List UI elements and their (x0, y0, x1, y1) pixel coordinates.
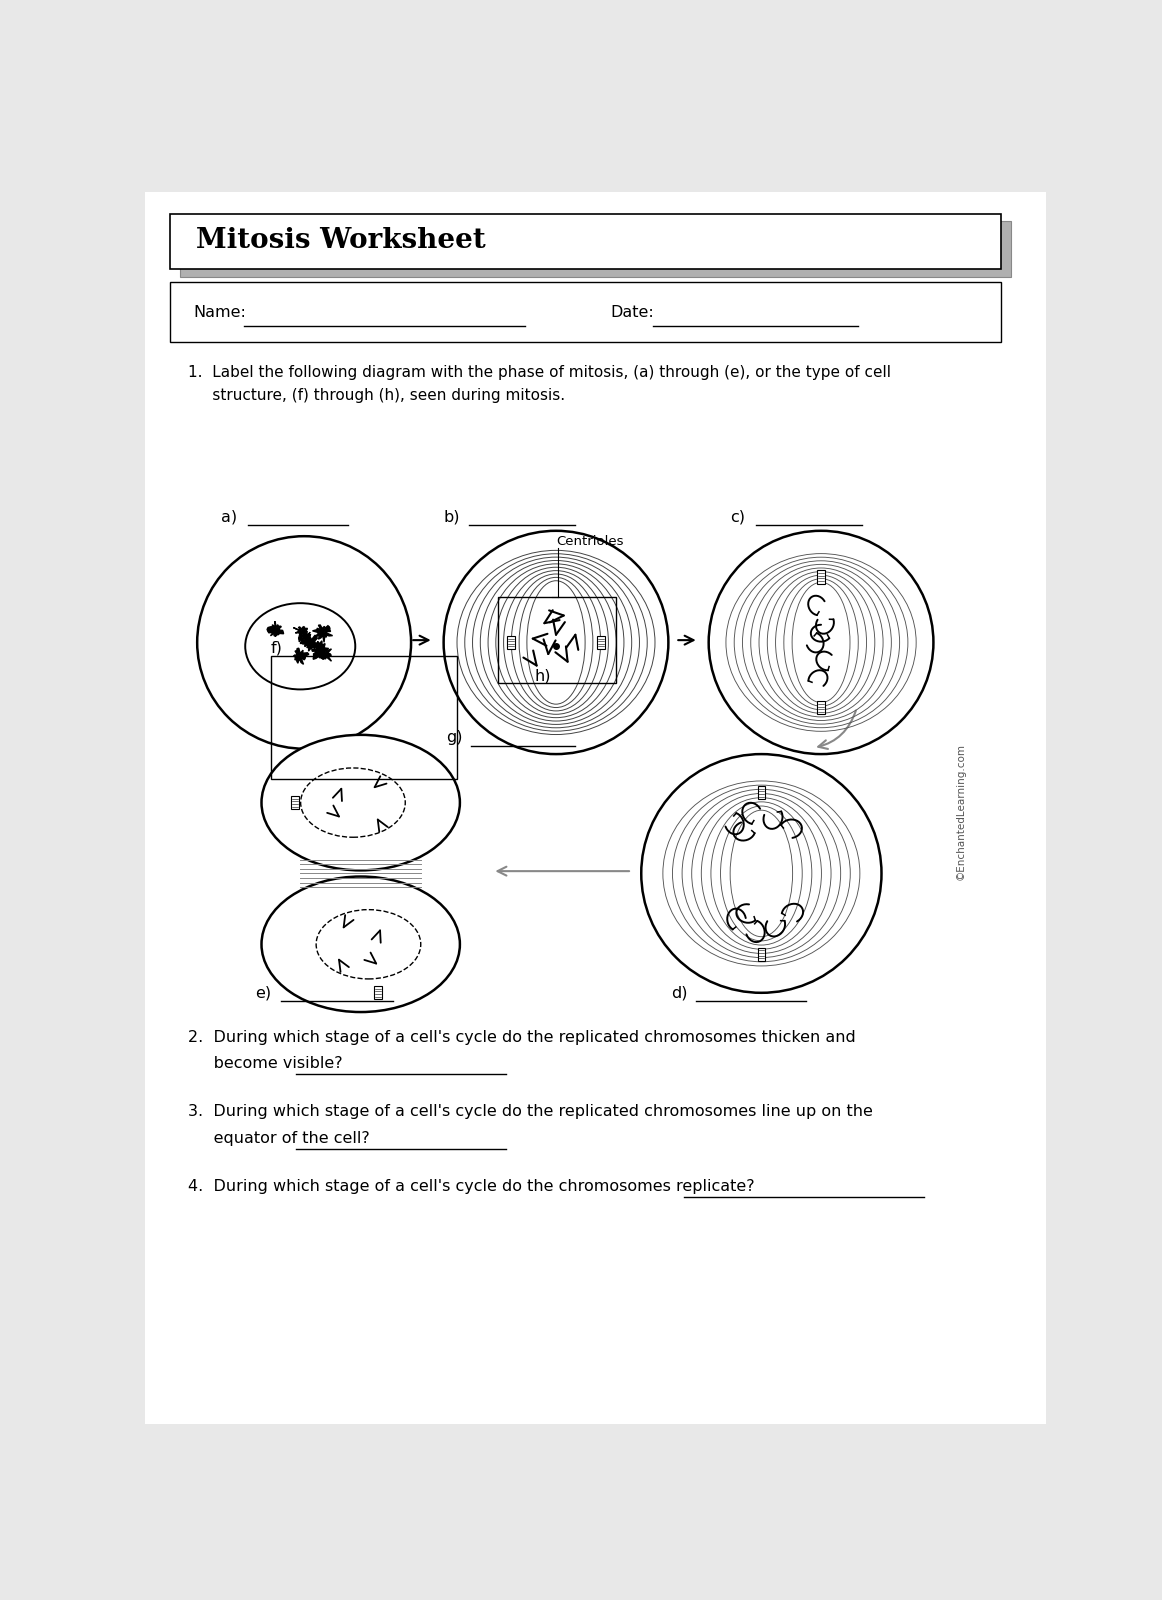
FancyBboxPatch shape (170, 282, 1000, 342)
Text: b): b) (444, 510, 460, 525)
Polygon shape (317, 646, 331, 661)
Text: h): h) (535, 669, 551, 683)
Text: ©EnchantedLearning.com: ©EnchantedLearning.com (955, 744, 966, 880)
Text: Name:: Name: (193, 304, 246, 320)
Text: Centrioles: Centrioles (555, 534, 624, 547)
Text: f): f) (271, 640, 282, 656)
Polygon shape (311, 642, 329, 659)
Polygon shape (293, 648, 309, 664)
Bar (758, 947, 766, 962)
Ellipse shape (245, 603, 356, 690)
Bar (758, 786, 766, 798)
Text: g): g) (446, 730, 462, 746)
Polygon shape (304, 635, 318, 651)
FancyBboxPatch shape (170, 213, 1000, 269)
FancyBboxPatch shape (145, 192, 1046, 1424)
Text: a): a) (221, 510, 237, 525)
Polygon shape (267, 621, 284, 637)
FancyBboxPatch shape (180, 221, 1011, 277)
Text: 2.  During which stage of a cell's cycle do the replicated chromosomes thicken a: 2. During which stage of a cell's cycle … (188, 1030, 855, 1045)
Text: Date:: Date: (610, 304, 654, 320)
Text: Mitosis Worksheet: Mitosis Worksheet (195, 227, 486, 254)
Ellipse shape (261, 877, 460, 1013)
Polygon shape (294, 627, 309, 642)
Circle shape (709, 531, 933, 754)
Text: e): e) (256, 986, 272, 1000)
Text: d): d) (670, 986, 687, 1000)
Ellipse shape (261, 734, 460, 870)
Text: 1.  Label the following diagram with the phase of mitosis, (a) through (e), or t: 1. Label the following diagram with the … (188, 365, 891, 381)
Bar (817, 571, 825, 584)
Bar (374, 986, 381, 1000)
Text: structure, (f) through (h), seen during mitosis.: structure, (f) through (h), seen during … (188, 389, 565, 403)
Circle shape (641, 754, 882, 992)
Polygon shape (313, 626, 332, 642)
Circle shape (198, 536, 411, 749)
Text: c): c) (731, 510, 745, 525)
Polygon shape (299, 632, 315, 646)
Bar (507, 635, 515, 650)
Text: become visible?: become visible? (188, 1056, 343, 1070)
Bar (817, 701, 825, 715)
Bar (597, 635, 605, 650)
Bar (290, 797, 299, 810)
Text: 3.  During which stage of a cell's cycle do the replicated chromosomes line up o: 3. During which stage of a cell's cycle … (188, 1104, 873, 1120)
Text: equator of the cell?: equator of the cell? (188, 1131, 370, 1146)
Text: 4.  During which stage of a cell's cycle do the chromosomes replicate?: 4. During which stage of a cell's cycle … (188, 1179, 754, 1194)
Circle shape (444, 531, 668, 754)
